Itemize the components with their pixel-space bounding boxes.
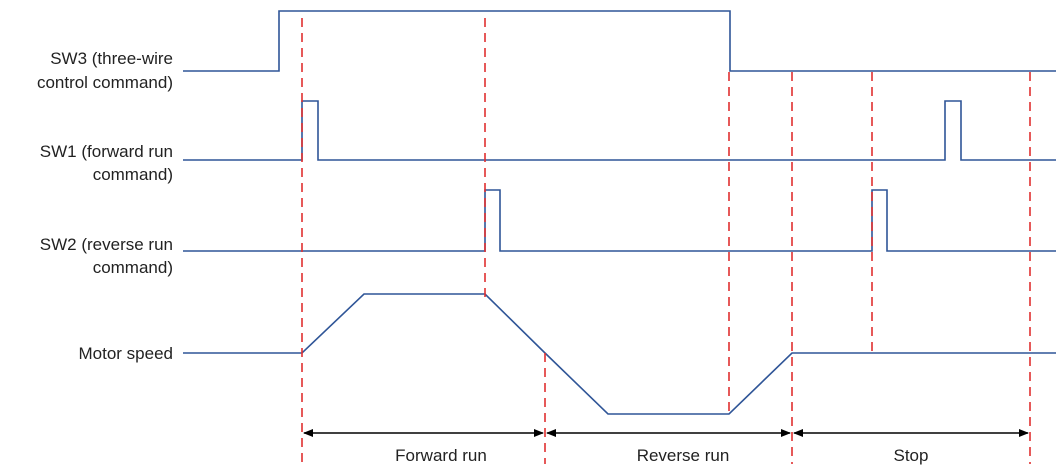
signal-label-line: control command) bbox=[37, 73, 173, 92]
signal-label-motor: Motor speed bbox=[79, 344, 174, 363]
sw1-waveform bbox=[183, 100, 1056, 161]
signal-label-sw3: SW3 (three-wire control command) bbox=[37, 49, 173, 92]
signal-label-line: command) bbox=[93, 165, 173, 184]
signal-label-line: SW2 (reverse run bbox=[40, 235, 173, 254]
phase-label-stop: Stop bbox=[894, 446, 929, 465]
sw3-waveform bbox=[183, 10, 1056, 72]
signal-label-sw1: SW1 (forward run command) bbox=[40, 142, 173, 184]
phase-label-forward-run: Forward run bbox=[395, 446, 487, 465]
signal-label-line: SW3 (three-wire bbox=[50, 49, 173, 68]
signal-label-line: SW1 (forward run bbox=[40, 142, 173, 161]
signal-label-line: Motor speed bbox=[79, 344, 174, 363]
signal-label-sw2: SW2 (reverse run command) bbox=[40, 235, 173, 277]
signal-label-line: command) bbox=[93, 258, 173, 277]
phase-label-reverse-run: Reverse run bbox=[637, 446, 730, 465]
sw2-waveform bbox=[183, 189, 1056, 252]
motor-speed-waveform bbox=[183, 293, 1056, 415]
